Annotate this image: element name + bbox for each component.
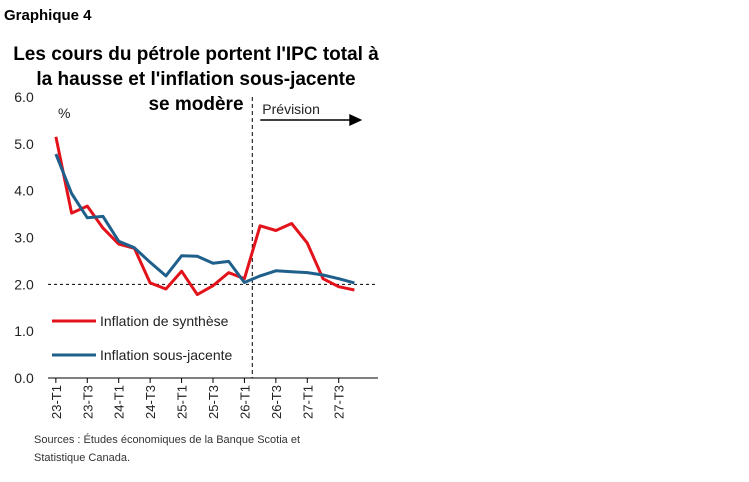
- y-tick-label: 2.0: [14, 276, 34, 292]
- x-tick-label: 25-T1: [175, 385, 190, 419]
- x-tick-label: 27-T1: [300, 385, 315, 419]
- x-tick-label: 23-T1: [49, 385, 64, 419]
- y-tick-label: 1.0: [14, 323, 34, 339]
- y-axis-ticks: 0.0 1.0 2.0 3.0 4.0 5.0 6.0: [14, 89, 34, 386]
- x-tick-label: 24-T3: [143, 385, 158, 419]
- y-tick-label: 5.0: [14, 136, 34, 152]
- series-line-0: [54, 136, 355, 297]
- y-tick-label: 3.0: [14, 230, 34, 246]
- x-tick-label: 24-T1: [112, 385, 127, 419]
- x-axis-ticks: 23-T1 23-T3 24-T1 24-T3 25-T1 25-T3 26-T1 26-T3…: [49, 378, 347, 419]
- forecast-arrow-head: [349, 114, 363, 126]
- x-tick-label: 25-T3: [206, 385, 221, 419]
- source-line-2: Statistique Canada.: [34, 452, 130, 464]
- y-tick-label: 0.0: [14, 370, 34, 386]
- y-unit-label: %: [58, 105, 70, 121]
- x-tick-label: 26-T1: [237, 385, 252, 419]
- series-line-1: [54, 153, 355, 285]
- x-tick-label: 23-T3: [80, 385, 95, 419]
- legend-label-headline: Inflation de synthèse: [100, 313, 229, 329]
- x-tick-label: 27-T3: [332, 385, 347, 419]
- forecast-label: Prévision: [262, 101, 320, 117]
- y-tick-label: 4.0: [14, 183, 34, 199]
- legend-label-core: Inflation sous-jacente: [100, 347, 233, 363]
- series-lines: [54, 136, 355, 297]
- chart-title-line-1: Les cours du pétrole portent l'IPC total…: [13, 44, 379, 65]
- x-tick-label: 26-T3: [269, 385, 284, 419]
- figure-label: Graphique 4: [4, 7, 92, 24]
- y-tick-label: 6.0: [14, 89, 34, 105]
- source-line-1: Sources : Études économiques de la Banqu…: [34, 433, 300, 446]
- chart-title-line-2: la hausse et l'inflation sous-jacente: [36, 69, 355, 90]
- chart-title-line-3: se modère: [148, 94, 243, 115]
